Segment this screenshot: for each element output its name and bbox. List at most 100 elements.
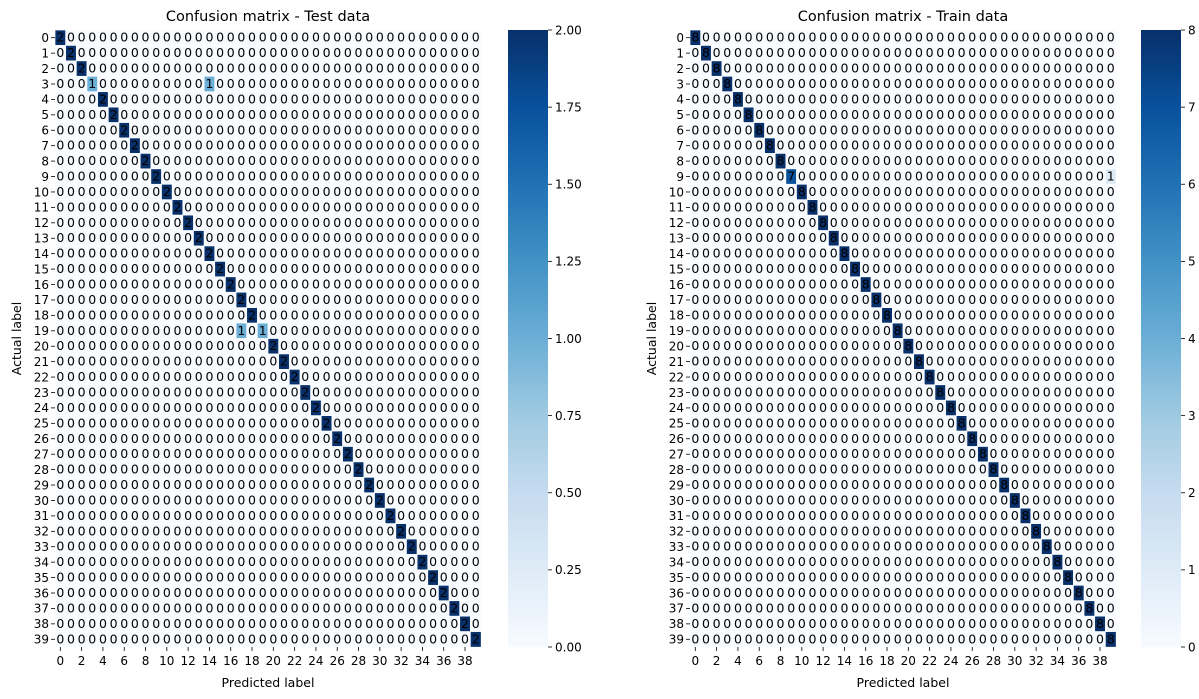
cell-value-label: 0 (301, 354, 309, 369)
cell-value-label: 0 (227, 508, 235, 523)
cell-value-label: 0 (312, 446, 320, 461)
cell-value-label: 0 (936, 323, 944, 338)
chart-title: Confusion matrix - Test data (166, 9, 370, 25)
cell-value-label: 0 (355, 230, 363, 245)
cell-value-label: 0 (344, 570, 352, 585)
cell-value-label: 0 (227, 76, 235, 91)
cell-value-label: 0 (691, 277, 699, 292)
cell-value-label: 0 (830, 246, 838, 261)
cell-value-label: 0 (766, 107, 774, 122)
cell-value-label: 0 (195, 631, 203, 646)
cell-value-label: 0 (195, 199, 203, 214)
cell-value-label: 2 (408, 539, 416, 554)
cell-value-label: 0 (915, 230, 923, 245)
cell-value-label: 0 (755, 91, 763, 106)
cell-value-label: 0 (248, 261, 256, 276)
cell-value-label: 0 (461, 446, 469, 461)
cell-value-label: 0 (88, 554, 96, 569)
cell-value-label: 0 (408, 446, 416, 461)
cell-value-label: 0 (173, 585, 181, 600)
cell-value-label: 0 (472, 107, 480, 122)
cell-value-label: 0 (355, 554, 363, 569)
cell-value-label: 0 (355, 415, 363, 430)
cell-value-label: 0 (702, 230, 710, 245)
cell-value-label: 0 (745, 323, 753, 338)
cell-value-label: 0 (1064, 277, 1072, 292)
cell-value-label: 0 (323, 585, 331, 600)
cell-value-label: 0 (723, 199, 731, 214)
cell-value-label: 0 (152, 338, 160, 353)
cell-value-label: 0 (472, 400, 480, 415)
cell-value-label: 0 (88, 492, 96, 507)
cell-value-label: 0 (365, 277, 373, 292)
cell-value-label: 0 (110, 61, 118, 76)
cell-value-label: 0 (259, 539, 267, 554)
cell-value-label: 0 (323, 600, 331, 615)
cell-value-label: 0 (418, 323, 426, 338)
cell-value-label: 0 (131, 446, 139, 461)
cell-value-label: 0 (1085, 61, 1093, 76)
cell-value-label: 0 (67, 631, 75, 646)
cell-value-label: 0 (110, 400, 118, 415)
cell-value-label: 0 (131, 631, 139, 646)
cell-value-label: 0 (248, 277, 256, 292)
cell-value-label: 0 (365, 169, 373, 184)
cell-value-label: 0 (830, 153, 838, 168)
cell-value-label: 0 (216, 400, 224, 415)
cell-value-label: 0 (344, 153, 352, 168)
cell-value-label: 0 (333, 230, 341, 245)
cell-value-label: 0 (78, 138, 86, 153)
cell-value-label: 0 (259, 446, 267, 461)
cell-value-label: 0 (418, 400, 426, 415)
cell-value-label: 0 (173, 153, 181, 168)
cell-value-label: 0 (99, 122, 107, 137)
colorbar-tick-label: 1.25 (555, 255, 582, 269)
cell-value-label: 0 (195, 76, 203, 91)
cell-value-label: 0 (67, 446, 75, 461)
cell-value-label: 0 (450, 138, 458, 153)
cell-value-label: 0 (259, 138, 267, 153)
cell-value-label: 0 (205, 230, 213, 245)
y-tick-label: 34 (34, 555, 49, 569)
cell-value-label: 0 (819, 230, 827, 245)
cell-value-label: 0 (259, 431, 267, 446)
cell-value-label: 0 (883, 184, 891, 199)
cell-value-label: 0 (1107, 45, 1115, 60)
cell-value-label: 0 (958, 138, 966, 153)
cell-value-label: 0 (291, 462, 299, 477)
cell-value-label: 0 (830, 30, 838, 45)
cell-value-label: 0 (397, 400, 405, 415)
cell-value-label: 0 (1000, 76, 1008, 91)
cell-value-label: 0 (397, 215, 405, 230)
cell-value-label: 0 (755, 215, 763, 230)
cell-value-label: 0 (88, 138, 96, 153)
cell-value-label: 0 (1022, 184, 1030, 199)
cell-value-label: 0 (777, 199, 785, 214)
cell-value-label: 0 (947, 138, 955, 153)
cell-value-label: 0 (205, 462, 213, 477)
cell-value-label: 0 (723, 45, 731, 60)
cell-value-label: 0 (968, 76, 976, 91)
cell-value-label: 0 (120, 631, 128, 646)
cell-value-label: 0 (472, 446, 480, 461)
cell-value-label: 0 (840, 107, 848, 122)
cell-value-label: 0 (99, 384, 107, 399)
cell-value-label: 0 (472, 354, 480, 369)
cell-value-label: 0 (280, 184, 288, 199)
cell-value-label: 0 (312, 76, 320, 91)
cell-value-label: 0 (926, 292, 934, 307)
cell-value-label: 0 (99, 246, 107, 261)
cell-value-label: 0 (131, 153, 139, 168)
cell-value-label: 0 (979, 107, 987, 122)
cell-value-label: 0 (376, 554, 384, 569)
cell-value-label: 0 (840, 138, 848, 153)
cell-value-label: 0 (312, 508, 320, 523)
cell-value-label: 0 (979, 61, 987, 76)
cell-value-label: 0 (163, 45, 171, 60)
cell-value-label: 0 (1022, 169, 1030, 184)
cell-value-label: 0 (184, 292, 192, 307)
cell-value-label: 0 (1075, 261, 1083, 276)
cell-value-label: 0 (248, 554, 256, 569)
cell-value-label: 0 (397, 570, 405, 585)
cell-value-label: 8 (840, 246, 848, 261)
